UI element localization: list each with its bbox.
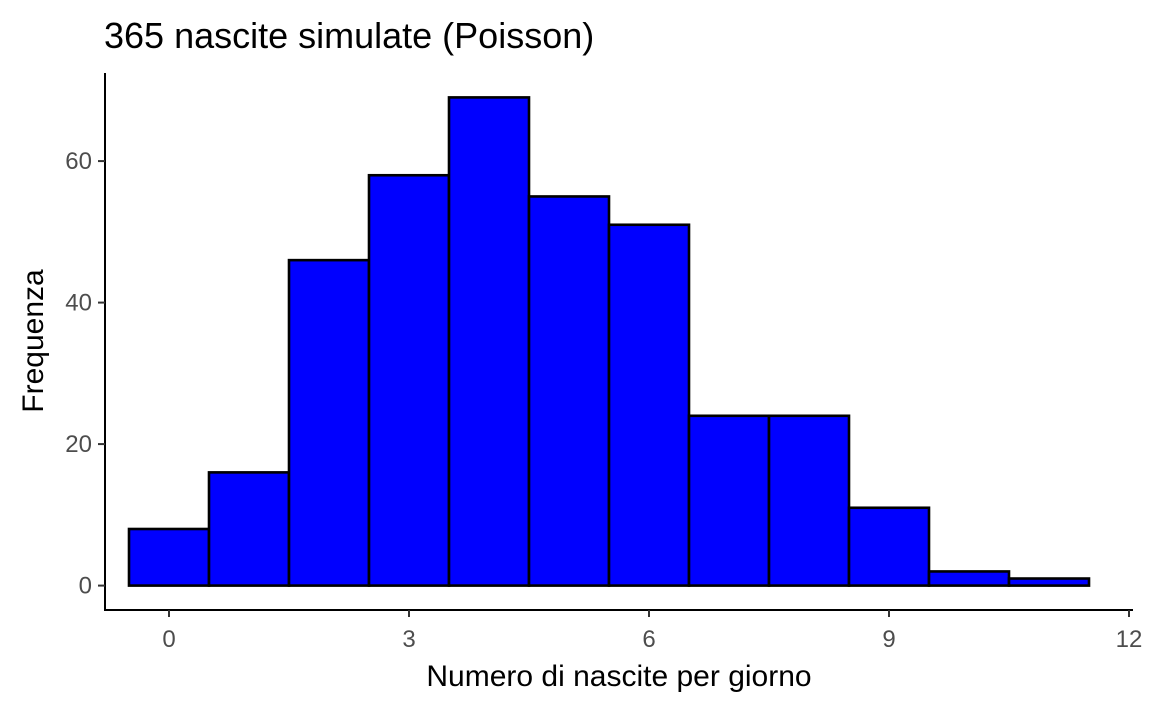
x-axis-title: Numero di nascite per giorno <box>426 660 811 693</box>
histogram-bar <box>527 195 611 587</box>
x-tick-label: 9 <box>882 626 895 653</box>
histogram-bar <box>927 570 1011 587</box>
bars-group <box>127 96 1091 587</box>
histogram-bar <box>607 223 691 587</box>
x-tick-label: 6 <box>642 626 655 653</box>
y-tick-label: 40 <box>65 290 92 317</box>
histogram-bar <box>207 471 291 587</box>
x-tick-label: 12 <box>1116 626 1143 653</box>
histogram-bar <box>1007 577 1091 587</box>
x-tick-label: 0 <box>162 626 175 653</box>
histogram-bar <box>367 173 451 587</box>
histogram-bar <box>847 506 931 587</box>
y-tick-label: 60 <box>65 148 92 175</box>
x-tick-label: 3 <box>402 626 415 653</box>
histogram-bar <box>767 414 851 587</box>
y-axis-title: Frequenza <box>17 269 50 413</box>
y-ticks-group: 0 20 40 60 <box>65 148 105 600</box>
chart-title: 365 nascite simulate (Poisson) <box>104 15 594 56</box>
y-tick-label: 20 <box>65 431 92 458</box>
y-tick-label: 0 <box>79 573 92 600</box>
histogram-bar <box>127 527 211 587</box>
histogram-bar <box>687 414 771 587</box>
histogram-bar <box>447 96 531 587</box>
histogram-bar <box>287 258 371 587</box>
x-ticks-group: 0 3 6 9 12 <box>162 610 1142 653</box>
